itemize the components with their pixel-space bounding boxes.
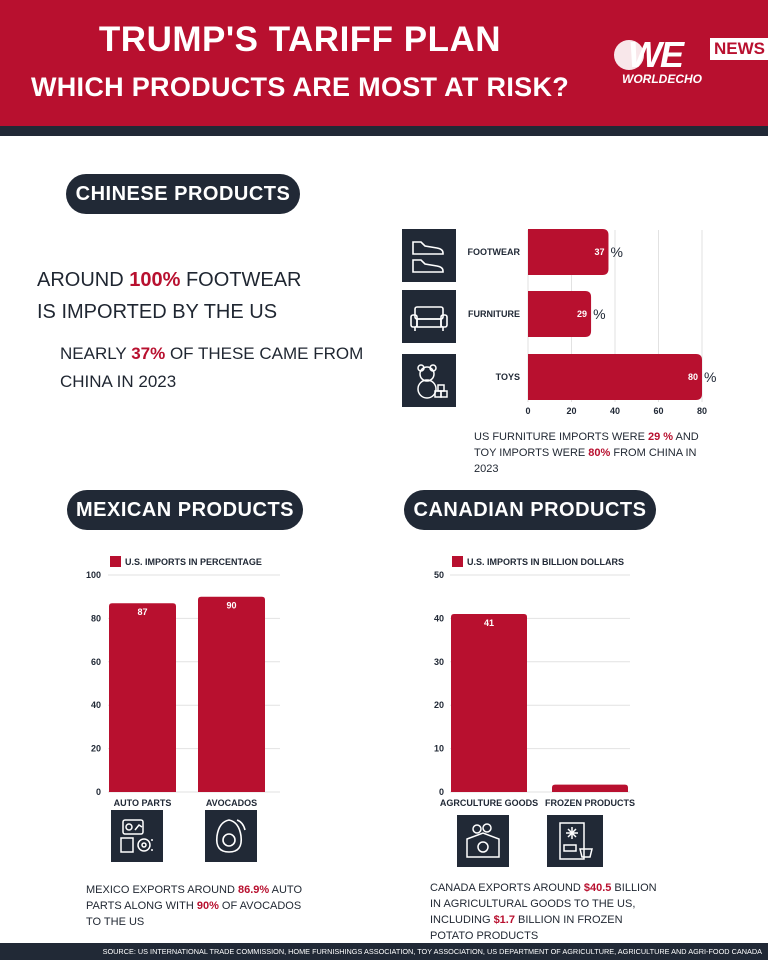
x-tick-label: 20 [566,406,576,416]
page-title: TRUMP'S TARIFF PLAN [98,20,502,59]
category-label: TOYS [496,372,520,382]
mexico-import-chart: U.S. IMPORTS IN PERCENTAGE 0 20 40 60 80 100 87… [86,556,280,808]
avocado-icon [205,810,257,862]
text-fragment: MEXICO EXPORTS AROUND [86,884,238,896]
unit-label: % [593,306,605,322]
china-share-line2: CHINA IN 2023 [60,372,177,391]
highlight-value: 29 % [647,431,674,443]
bar [451,614,527,792]
china-chart-note: US FURNITURE IMPORTS WERE 29 % AND TOY I… [474,429,704,477]
text-fragment: AROUND [37,269,130,291]
bar [198,596,265,792]
x-tick-label: 80 [697,406,707,416]
category-label: FURNITURE [468,309,520,319]
text-fragment: BILLION IN FROZEN POTATO PRODUCTS [430,914,623,942]
x-tick-label: 60 [653,406,663,416]
worldecho-logo: WE NEWS WORLDECHO [614,34,768,90]
category-label: AUTO PARTS [114,798,172,808]
mexican-section-heading: MEXICAN PRODUCTS [67,490,303,530]
highlight-value: $40.5 [583,882,612,894]
highlight-value: 80% [588,447,611,459]
logo-news-badge: NEWS [710,38,768,60]
highlight-value: $1.7 [493,914,515,926]
x-tick-label: 0 [525,406,530,416]
bar [552,784,628,792]
text-fragment: BILLION IN AGRICULTURAL GOODS TO THE US,… [430,882,657,926]
bar [528,354,702,400]
text-fragment: FOOTWEAR [180,269,302,291]
category-label: FROZEN PRODUCTS [545,798,635,808]
text-fragment: OF THESE CAME FROM [165,344,364,363]
canadian-section-heading: CANADIAN PRODUCTS [404,490,656,530]
text-fragment: OF AVOCADOS TO THE US [86,900,302,928]
legend-label: U.S. IMPORTS IN PERCENTAGE [125,557,262,567]
highlight-value: 100% [129,269,181,291]
unit-label: % [704,369,716,385]
y-tick-label: 60 [91,657,101,667]
y-tick-label: 100 [86,570,101,580]
canada-chart-note: CANADA EXPORTS AROUND $40.5 BILLION IN A… [430,880,660,944]
legend-label: U.S. IMPORTS IN BILLION DOLLARS [467,557,624,567]
grocery-box-icon [457,815,509,867]
globe-icon [614,40,644,70]
x-tick-label: 40 [610,406,620,416]
y-tick-label: 40 [91,700,101,710]
bar [109,603,176,792]
legend-swatch [452,556,463,567]
highlight-value: 90% [196,900,219,912]
data-label: 80 [688,372,698,382]
logo-we: WE [628,34,684,75]
text-fragment: AUTO PARTS ALONG WITH [86,884,303,912]
text-fragment: CANADA EXPORTS AROUND [430,882,584,894]
data-label: 87 [137,607,147,617]
logo-wordmark: WORLDECHO [622,72,702,86]
source-footer: SOURCE: US INTERNATIONAL TRADE COMMISSIO… [0,943,768,960]
legend-swatch [110,556,121,567]
header-divider [0,126,768,136]
data-label: 37 [594,247,604,257]
y-tick-label: 30 [434,657,444,667]
bar [528,291,592,337]
car-parts-icon [111,810,163,862]
text-fragment: FROM CHINA IN 2023 [474,447,697,475]
china-share-line1: NEARLY 37% OF THESE CAME FROM [60,338,363,370]
data-label: 90 [226,601,236,611]
category-label: FOOTWEAR [468,247,521,257]
y-tick-label: 40 [434,613,444,623]
data-label: 29 [577,309,587,319]
y-tick-label: 80 [91,613,101,623]
bar [528,229,609,275]
frozen-bag-icon [547,815,603,867]
sofa-icon [402,290,456,343]
footwear-statement-line1: AROUND 100% FOOTWEAR [37,264,302,296]
footwear-statement-line2: IS IMPORTED BY THE US [37,301,278,323]
category-label: AVOCADOS [206,798,257,808]
mexico-chart-note: MEXICO EXPORTS AROUND 86.9% AUTO PARTS A… [86,882,306,930]
y-tick-label: 20 [434,700,444,710]
china-import-chart: 0 20 40 60 80 FOOTWEAR 37 % FURNITURE 29 % TOYS 80% [468,229,716,416]
highlight-value: 37% [131,344,166,363]
text-fragment: AND TOY IMPORTS WERE [474,431,699,459]
text-fragment: US FURNITURE IMPORTS WERE [474,431,648,443]
sneaker-icon [402,229,456,282]
page-subtitle: WHICH PRODUCTS ARE MOST AT RISK? [30,72,570,102]
canada-import-chart: U.S. IMPORTS IN BILLION DOLLARS 0 10 20 30 40… [434,556,635,808]
data-label: 41 [484,618,494,628]
teddy-bear-icon [402,354,456,407]
chinese-section-heading: CHINESE PRODUCTS [66,174,300,214]
highlight-value: 86.9% [238,884,270,896]
y-tick-label: 50 [434,570,444,580]
y-tick-label: 10 [434,744,444,754]
unit-label: % [610,244,622,260]
y-tick-label: 20 [91,744,101,754]
category-label: AGRCULTURE GOODS [440,798,538,808]
text-fragment: NEARLY [60,344,132,363]
y-tick-label: 0 [96,787,101,797]
y-tick-label: 0 [439,787,444,797]
